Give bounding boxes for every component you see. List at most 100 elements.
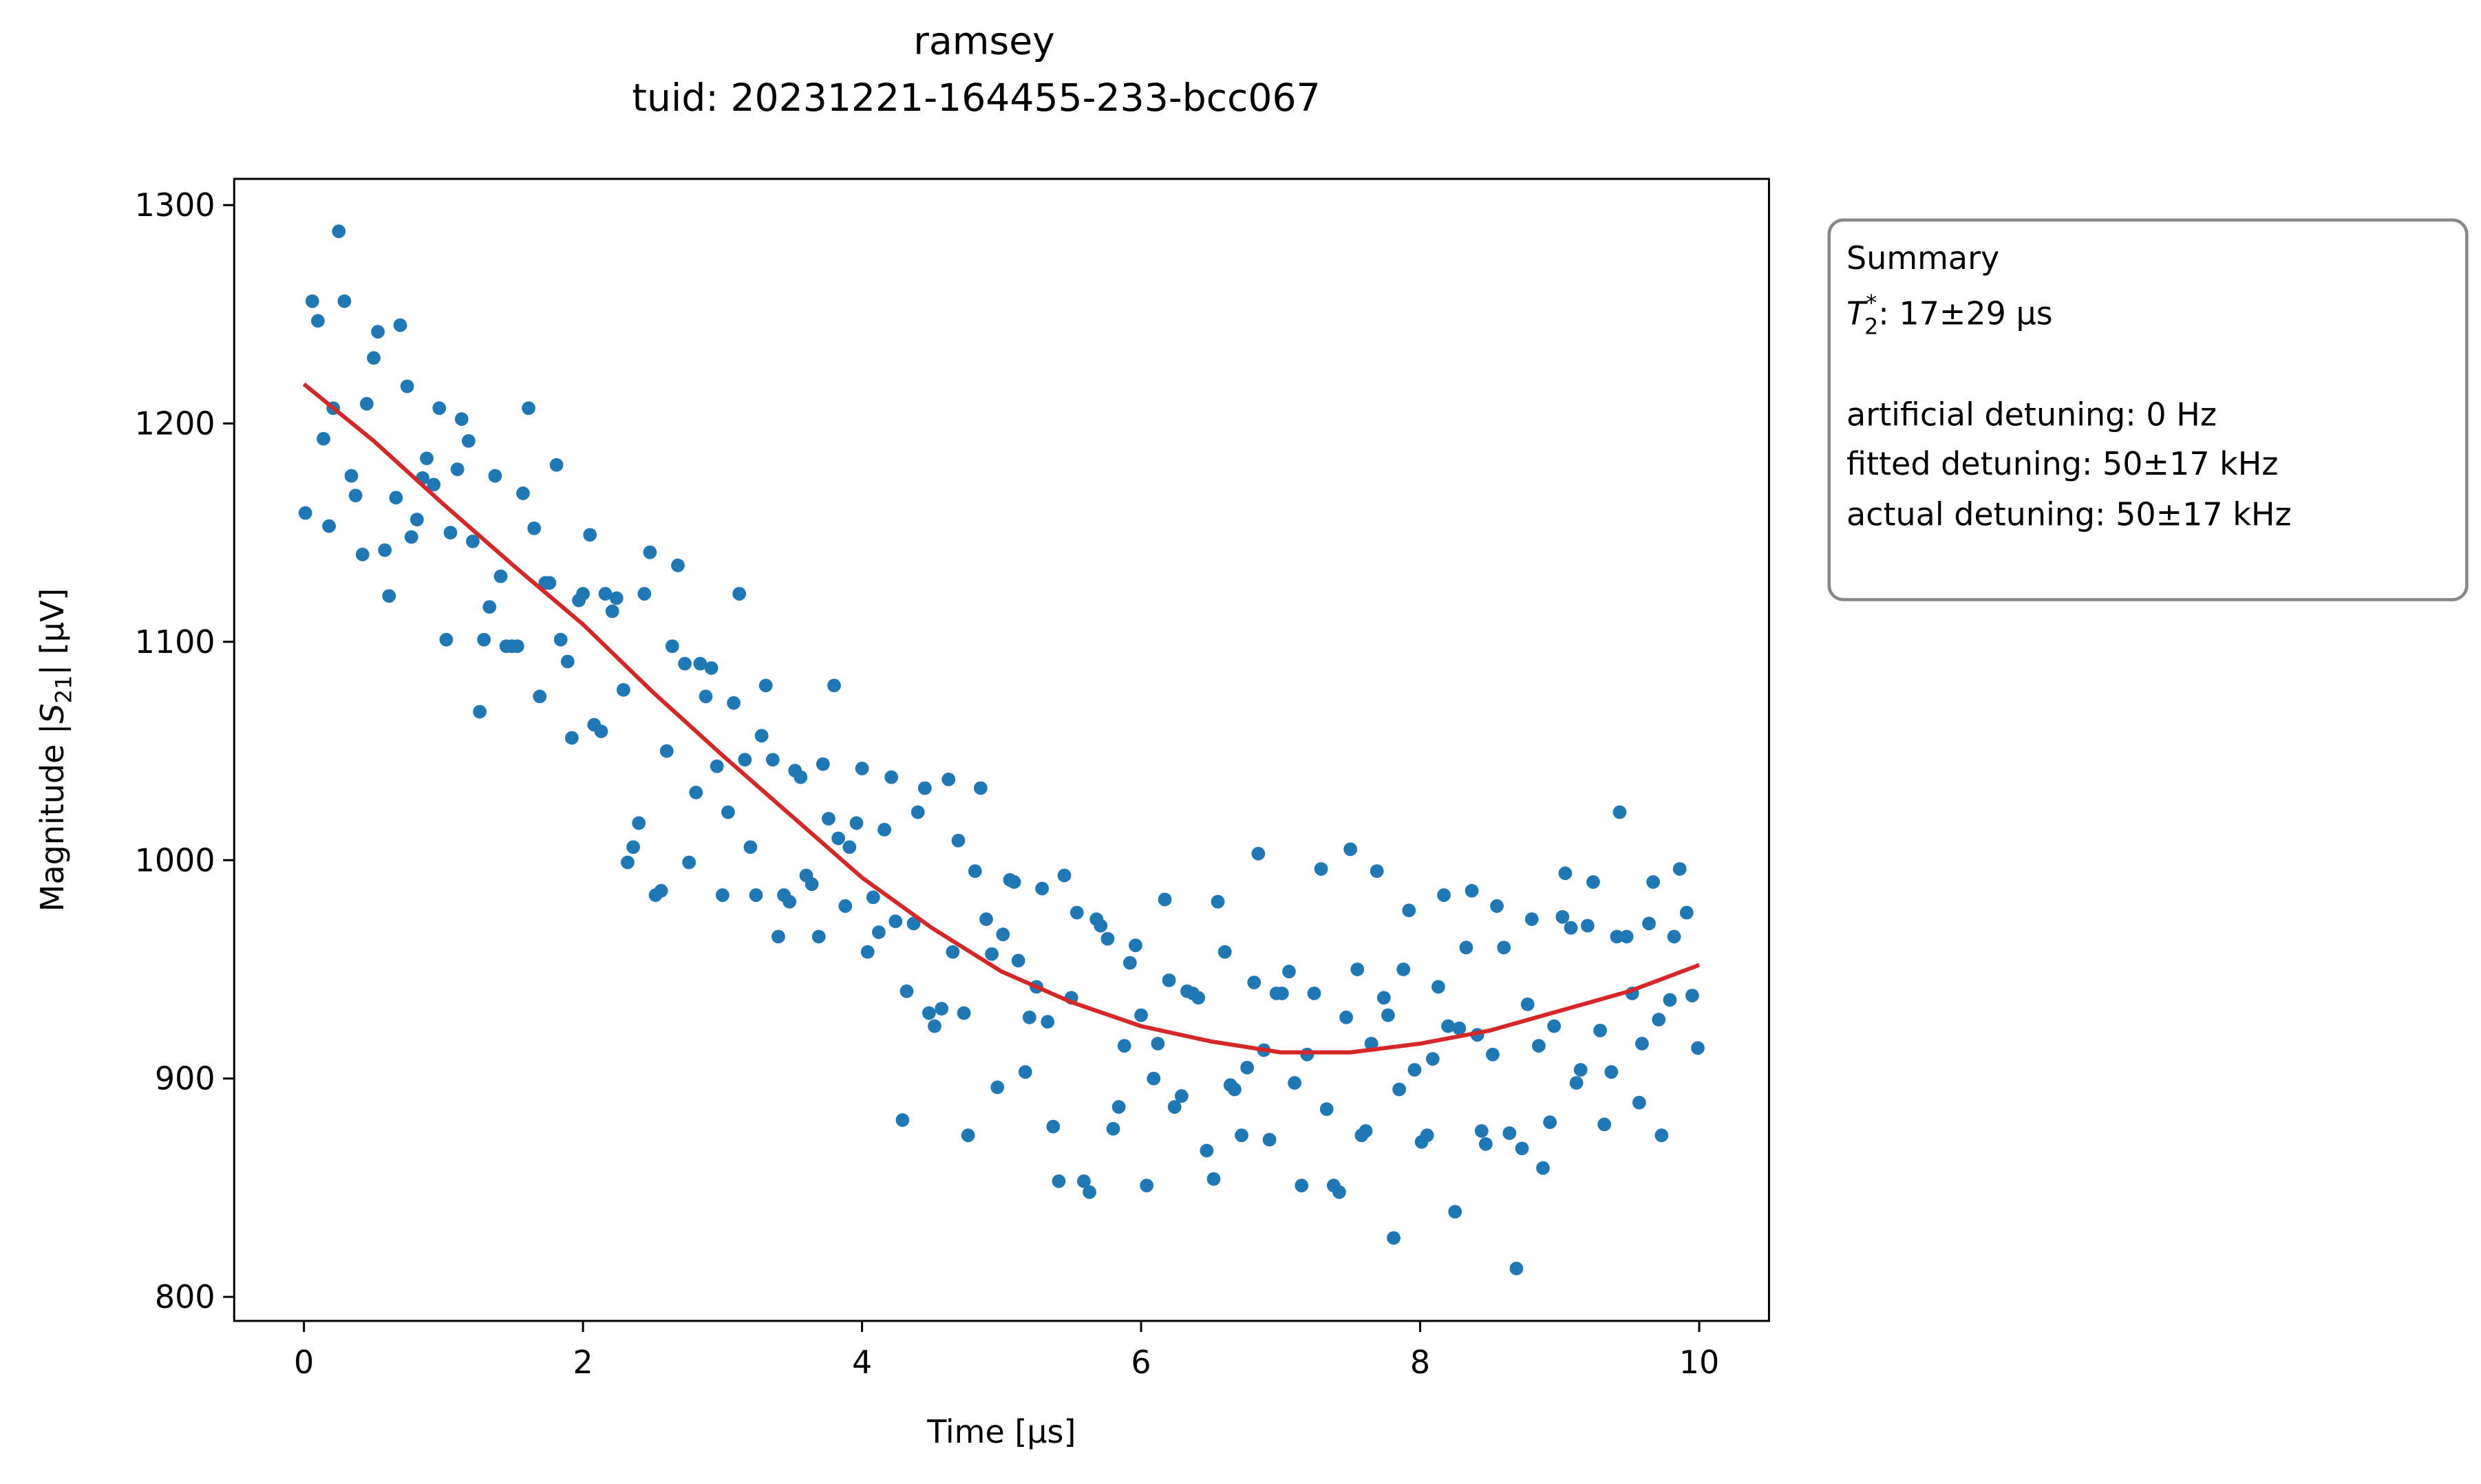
data-point	[754, 729, 769, 743]
data-point	[533, 689, 547, 704]
data-point	[1046, 1119, 1061, 1134]
data-point	[678, 656, 692, 671]
data-point	[427, 477, 441, 492]
data-point	[1569, 1076, 1584, 1090]
chart-subtitle: tuid: 20231221-164455-233-bcc067	[632, 76, 1320, 120]
x-axis-label: Time [µs]	[926, 1413, 1076, 1450]
data-point	[382, 589, 396, 603]
data-point	[1359, 1123, 1373, 1138]
data-point	[1158, 892, 1172, 907]
data-point	[1490, 899, 1504, 913]
data-point	[1052, 1174, 1066, 1188]
data-point	[1667, 929, 1681, 944]
data-point	[1228, 1082, 1242, 1097]
data-point	[1502, 1126, 1517, 1140]
data-point	[838, 899, 853, 913]
data-point	[450, 462, 465, 477]
data-point	[594, 724, 608, 738]
summary-t2: T* 2: 17±29 µs	[1846, 290, 2053, 339]
data-point	[951, 833, 966, 848]
data-point	[1129, 938, 1142, 952]
y-tick-label: 800	[155, 1278, 215, 1315]
data-point	[1632, 1095, 1646, 1110]
data-point	[738, 753, 752, 767]
data-point	[355, 548, 370, 561]
data-point	[488, 469, 502, 483]
data-point	[961, 1128, 975, 1143]
data-point	[1069, 905, 1084, 920]
y-tick-label: 1000	[135, 841, 215, 879]
data-point	[1167, 1100, 1182, 1114]
data-point	[816, 757, 830, 771]
data-point	[404, 530, 418, 544]
data-point	[1486, 1047, 1500, 1062]
data-point	[1364, 1037, 1378, 1051]
data-point	[968, 864, 982, 879]
data-point	[637, 587, 652, 601]
data-point	[359, 397, 374, 411]
y-tick-label: 1100	[135, 623, 215, 660]
data-point	[665, 639, 679, 654]
data-point	[389, 491, 403, 505]
data-point	[1452, 1021, 1467, 1035]
data-point	[1531, 1039, 1546, 1053]
summary-title: Summary	[1846, 239, 1999, 277]
summary-line: actual detuning: 50±17 kHz	[1846, 496, 2292, 533]
data-point	[654, 883, 668, 898]
y-tick-label: 1300	[135, 186, 215, 224]
data-point	[974, 781, 988, 795]
data-point	[1314, 862, 1328, 876]
data-point	[305, 294, 319, 308]
data-point	[884, 770, 899, 784]
data-point	[872, 925, 886, 939]
x-tick-label: 2	[573, 1344, 593, 1381]
data-point	[1564, 921, 1578, 935]
data-point	[1147, 1071, 1161, 1086]
data-point	[811, 929, 826, 944]
x-tick-label: 8	[1410, 1344, 1430, 1381]
data-point	[393, 318, 407, 332]
data-point	[1597, 1117, 1612, 1132]
data-point	[1288, 1076, 1301, 1090]
x-tick-label: 4	[852, 1344, 872, 1381]
data-point	[1437, 888, 1451, 902]
data-point	[1295, 1179, 1309, 1193]
data-point	[432, 401, 447, 416]
data-point	[699, 689, 713, 704]
data-point	[689, 786, 703, 799]
data-point	[1685, 989, 1699, 1002]
data-point	[1041, 1015, 1055, 1029]
data-point	[482, 600, 497, 614]
data-point	[1642, 916, 1656, 931]
data-point	[1251, 846, 1266, 861]
data-point	[1465, 883, 1479, 898]
data-point	[1509, 1261, 1524, 1276]
data-point	[1604, 1065, 1619, 1079]
data-point	[1558, 866, 1573, 881]
data-point	[643, 545, 657, 559]
data-point	[1307, 987, 1321, 1000]
data-point	[1162, 973, 1176, 987]
data-point	[906, 916, 921, 931]
data-point	[1407, 1063, 1422, 1077]
data-point	[560, 654, 575, 669]
data-point	[935, 1002, 949, 1015]
data-point	[827, 678, 841, 693]
data-point	[1420, 1128, 1434, 1143]
chart-title: ramsey	[913, 19, 1055, 63]
t2-sub: 2	[1864, 313, 1878, 339]
t2-value: : 17±29 µs	[1878, 295, 2052, 332]
summary-frame	[1827, 218, 2469, 601]
data-point	[1275, 987, 1289, 1000]
data-point	[626, 840, 640, 854]
data-point	[1459, 940, 1473, 955]
data-point	[1612, 805, 1627, 819]
data-point	[1332, 1185, 1346, 1199]
data-point	[344, 469, 359, 483]
data-point	[1672, 862, 1687, 876]
data-point	[659, 744, 674, 758]
data-point	[1134, 1008, 1148, 1022]
data-point	[1431, 980, 1445, 994]
data-point	[749, 888, 763, 902]
data-point	[605, 604, 619, 619]
